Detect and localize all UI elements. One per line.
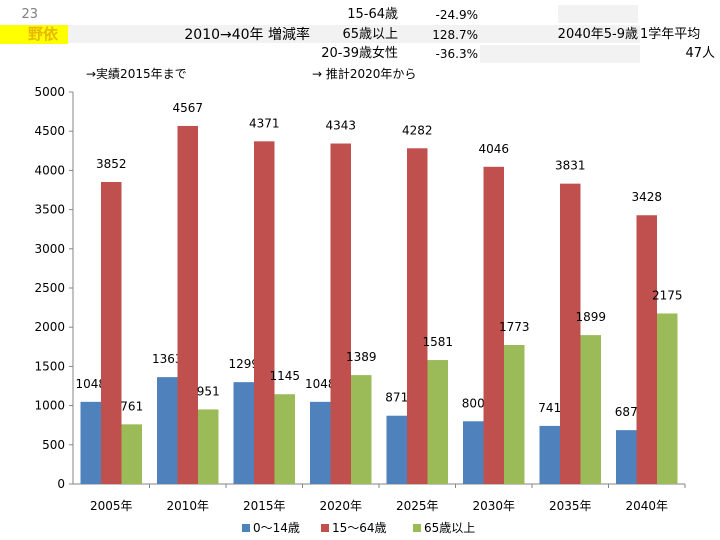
legend-label: 0～14歳 [253, 521, 300, 535]
ratio-women-label: 20-39歳女性 [321, 46, 398, 61]
bar-0-14 [616, 430, 637, 484]
bar-0-14 [386, 415, 407, 484]
data-label: 4343 [325, 119, 356, 133]
data-label: 1363 [152, 352, 183, 366]
estimate-note: → 推計2020年から [312, 67, 417, 81]
grade-value: 47人 [685, 46, 715, 61]
header-cell-bg [480, 45, 640, 63]
bar-15-64 [177, 125, 198, 484]
data-label: 3428 [631, 190, 662, 204]
data-label: 741 [538, 401, 561, 415]
data-label: 1773 [499, 320, 530, 334]
place-name: 野依 [28, 25, 59, 43]
grade-label: 1学年平均 [640, 27, 701, 42]
legend-swatch [413, 524, 421, 532]
bar-15-64 [560, 183, 581, 484]
rate-label: 2010→40年 増減率 [184, 27, 310, 43]
x-tick-label: 2020年 [319, 499, 362, 513]
data-label: 1299 [228, 357, 259, 371]
legend-swatch [242, 524, 250, 532]
header-cell-bg [0, 45, 310, 63]
data-label: 951 [197, 384, 220, 398]
ratio-15-64-label: 15-64歳 [347, 7, 398, 22]
bar-0-14 [463, 421, 484, 484]
y-tick-label: 0 [57, 477, 65, 491]
kids-label: 2040年5-9歳 [557, 27, 638, 42]
y-tick-label: 500 [42, 438, 65, 452]
bar-0-14 [157, 377, 178, 484]
y-tick-label: 3500 [34, 203, 65, 217]
data-label: 4282 [402, 123, 433, 137]
bar-15-64 [330, 143, 351, 485]
bar-15-64 [101, 182, 122, 484]
bar-65plus [274, 394, 295, 484]
bar-65plus [657, 313, 678, 484]
bar-65plus [351, 375, 372, 484]
x-tick-label: 2015年 [243, 499, 286, 513]
data-label: 3852 [96, 157, 127, 171]
ratio-65-label: 65歳以上 [342, 27, 398, 42]
bar-65plus [198, 409, 219, 484]
bar-0-14 [539, 425, 560, 484]
data-label: 4371 [249, 116, 280, 130]
ratio-women-value: -36.3% [435, 47, 478, 61]
x-tick-label: 2005年 [90, 499, 133, 513]
bar-65plus [121, 424, 142, 484]
y-tick-label: 2000 [34, 320, 65, 334]
data-label: 1389 [346, 350, 377, 364]
data-label: 800 [462, 396, 485, 410]
data-label: 2175 [652, 288, 683, 302]
data-label: 4046 [478, 142, 509, 156]
y-tick-label: 5000 [34, 85, 65, 99]
bar-65plus [427, 360, 448, 484]
y-tick-label: 4500 [34, 124, 65, 138]
data-label: 1048 [75, 377, 106, 391]
bar-0-14 [233, 382, 254, 484]
y-tick-label: 4000 [34, 163, 65, 177]
header-cell-bg [558, 5, 638, 23]
header-cell-bg [0, 25, 640, 43]
legend-label: 15～64歳 [332, 521, 387, 535]
y-tick-label: 1000 [34, 399, 65, 413]
x-tick-label: 2040年 [625, 499, 668, 513]
bar-65plus [580, 335, 601, 484]
place-name-highlight [0, 25, 68, 44]
data-label: 1899 [575, 310, 606, 324]
bar-0-14 [310, 401, 331, 484]
bar-15-64 [483, 166, 504, 485]
bar-0-14 [80, 401, 101, 484]
data-label: 4567 [172, 101, 203, 115]
y-tick-label: 2500 [34, 281, 65, 295]
x-tick-label: 2035年 [549, 499, 592, 513]
bar-15-64 [407, 148, 428, 484]
legend-swatch [321, 524, 329, 532]
data-label: 3831 [555, 159, 586, 173]
data-label: 1581 [422, 335, 453, 349]
data-label: 1048 [305, 377, 336, 391]
x-tick-label: 2025年 [396, 499, 439, 513]
ratio-15-64-value: -24.9% [435, 8, 478, 22]
data-label: 687 [615, 405, 638, 419]
legend-label: 65歳以上 [424, 521, 475, 535]
bar-15-64 [636, 215, 657, 484]
data-label: 1145 [269, 369, 300, 383]
y-tick-label: 1500 [34, 359, 65, 373]
x-tick-label: 2030年 [472, 499, 515, 513]
bar-65plus [504, 344, 525, 484]
data-label: 761 [120, 399, 143, 413]
ratio-65-value: 128.7% [432, 28, 478, 42]
row-number: 23 [21, 7, 38, 22]
bar-15-64 [254, 141, 275, 484]
data-label: 871 [385, 391, 408, 405]
actual-note: →実績2015年まで [86, 67, 187, 81]
y-tick-label: 3000 [34, 242, 65, 256]
x-tick-label: 2010年 [166, 499, 209, 513]
